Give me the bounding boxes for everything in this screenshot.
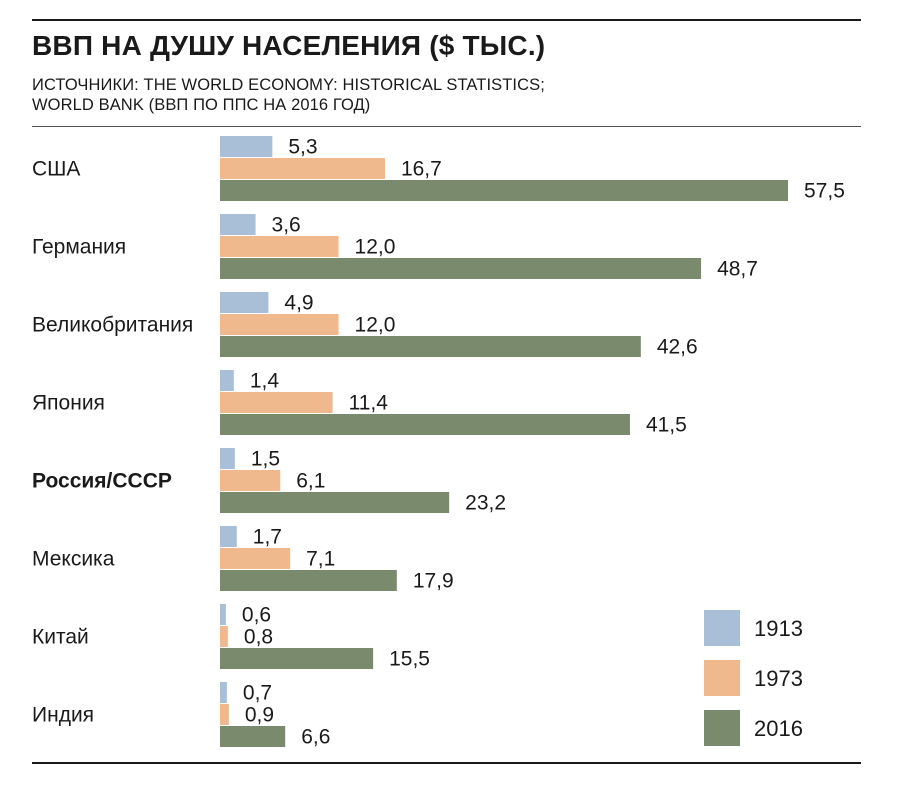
- category-label: Германия: [32, 236, 126, 259]
- bar-1913: [220, 682, 227, 703]
- value-label: 41,5: [646, 414, 687, 437]
- bar-1913: [220, 604, 226, 625]
- bar-1973: [220, 470, 281, 491]
- value-label: 17,9: [413, 570, 454, 593]
- chart-subtitle: ИСТОЧНИКИ: THE WORLD ECONOMY: HISTORICAL…: [32, 75, 545, 115]
- bar-2016: [220, 414, 630, 435]
- header-divider: [32, 126, 861, 127]
- bar-1973: [220, 314, 339, 335]
- legend-swatch-1913: [704, 610, 740, 646]
- bar-1913: [220, 526, 237, 547]
- legend-swatch-1973: [704, 660, 740, 696]
- top-rule: [32, 19, 861, 21]
- bar-1913: [220, 214, 256, 235]
- value-label: 1,4: [250, 370, 280, 393]
- value-label: 0,7: [243, 682, 272, 705]
- subtitle-line-2: WORLD BANK (ВВП ПО ППС НА 2016 ГОД): [32, 96, 371, 114]
- value-label: 11,4: [349, 392, 389, 415]
- bar-1913: [220, 136, 273, 157]
- category-label: Китай: [32, 626, 89, 649]
- legend-label: 2016: [754, 716, 803, 741]
- value-label: 16,7: [401, 158, 442, 181]
- legend-label: 1913: [754, 616, 803, 641]
- bar-1973: [220, 626, 228, 647]
- value-label: 15,5: [389, 648, 430, 671]
- value-label: 42,6: [657, 336, 698, 359]
- value-label: 4,9: [284, 292, 313, 315]
- category-label: Великобритания: [32, 314, 193, 337]
- legend-label: 1973: [754, 666, 803, 691]
- bar-2016: [220, 492, 450, 513]
- value-label: 6,1: [296, 470, 325, 493]
- value-label: 5,3: [288, 136, 317, 159]
- bar-2016: [220, 570, 397, 591]
- value-label: 1,7: [253, 526, 282, 549]
- bar-1913: [220, 370, 234, 391]
- chart-title: ВВП НА ДУШУ НАСЕЛЕНИЯ ($ ТЫС.): [32, 30, 546, 61]
- value-label: 0,8: [244, 626, 273, 649]
- bar-1973: [220, 548, 291, 569]
- value-label: 48,7: [717, 258, 758, 281]
- category-label: Индия: [32, 704, 94, 727]
- value-label: 57,5: [804, 180, 845, 203]
- bottom-rule: [32, 762, 861, 764]
- category-label: Мексика: [32, 548, 115, 571]
- bar-1913: [220, 292, 269, 313]
- category-label: Россия/СССР: [32, 470, 172, 493]
- value-label: 12,0: [355, 236, 396, 259]
- bar-1973: [220, 236, 339, 257]
- subtitle-line-1: ИСТОЧНИКИ: THE WORLD ECONOMY: HISTORICAL…: [32, 76, 545, 94]
- legend-swatch-2016: [704, 710, 740, 746]
- category-label: США: [32, 158, 80, 181]
- bar-2016: [220, 648, 374, 669]
- value-label: 0,9: [245, 704, 274, 727]
- bar-1973: [220, 392, 333, 413]
- bar-1913: [220, 448, 235, 469]
- value-label: 23,2: [465, 492, 506, 515]
- value-label: 12,0: [355, 314, 396, 337]
- category-label: Япония: [32, 392, 105, 415]
- value-label: 1,5: [251, 448, 280, 471]
- bar-2016: [220, 726, 286, 747]
- value-label: 7,1: [306, 548, 335, 571]
- bar-2016: [220, 258, 702, 279]
- bar-2016: [220, 336, 641, 357]
- bar-1973: [220, 704, 229, 725]
- bar-1973: [220, 158, 385, 179]
- value-label: 6,6: [301, 726, 330, 749]
- value-label: 0,6: [242, 604, 271, 627]
- value-label: 3,6: [272, 214, 301, 237]
- bar-2016: [220, 180, 788, 201]
